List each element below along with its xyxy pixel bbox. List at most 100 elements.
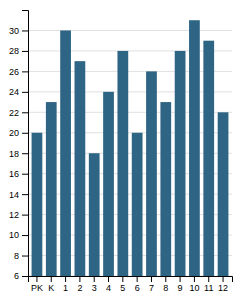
y-tick-label: 8 bbox=[14, 251, 19, 261]
grid-line bbox=[28, 194, 232, 195]
grid-line bbox=[28, 71, 232, 72]
x-tick-mark bbox=[94, 276, 95, 282]
x-tick: 11 bbox=[204, 276, 213, 293]
y-tick-label: 10 bbox=[9, 230, 19, 240]
x-tick: 10 bbox=[189, 276, 199, 293]
y-tick-mark bbox=[22, 153, 28, 154]
x-tick-label: 5 bbox=[120, 283, 125, 293]
x-tick: 6 bbox=[135, 276, 140, 293]
grid-line bbox=[28, 112, 232, 113]
y-tick-mark bbox=[22, 256, 28, 257]
y-tick-mark bbox=[22, 215, 28, 216]
x-tick-mark bbox=[223, 276, 224, 282]
x-tick-label: K bbox=[48, 283, 54, 293]
x-tick-mark bbox=[165, 276, 166, 282]
bars bbox=[32, 20, 229, 276]
y-tick-label: 20 bbox=[9, 128, 19, 138]
plot: PKK1234567891011126810121416182022242628… bbox=[9, 11, 233, 296]
x-tick-label: 1 bbox=[63, 283, 68, 293]
y-tick-mark bbox=[22, 30, 28, 31]
x-tick: 7 bbox=[149, 276, 154, 293]
y-tick-label: 14 bbox=[9, 190, 19, 200]
bar bbox=[146, 71, 157, 276]
x-tick-mark bbox=[137, 276, 138, 282]
y-tick-label: 16 bbox=[9, 169, 19, 179]
y-tick: 8 bbox=[14, 251, 28, 261]
x-tick: K bbox=[48, 276, 54, 293]
y-tick: 30 bbox=[9, 26, 28, 36]
bar bbox=[160, 102, 171, 276]
x-tick-label: 12 bbox=[218, 283, 228, 293]
y-tick-mark bbox=[22, 133, 28, 134]
x-tick-mark bbox=[36, 276, 37, 282]
y-tick-mark bbox=[22, 92, 28, 93]
x-tick: 9 bbox=[178, 276, 183, 293]
y-tick-mark bbox=[22, 194, 28, 195]
bar bbox=[117, 51, 128, 276]
y-tick: 28 bbox=[9, 46, 28, 56]
x-axis: PKK123456789101112 bbox=[29, 276, 233, 293]
x-tick-mark bbox=[151, 276, 152, 282]
bar bbox=[103, 92, 114, 276]
grid-line bbox=[28, 132, 232, 133]
x-tick: PK bbox=[31, 276, 43, 293]
x-axis-line bbox=[29, 277, 233, 283]
y-tick: 10 bbox=[9, 230, 28, 240]
bar bbox=[32, 133, 43, 276]
y-tick: 14 bbox=[9, 190, 28, 200]
x-tick-mark bbox=[208, 276, 209, 282]
y-tick: 18 bbox=[9, 149, 28, 159]
x-tick: 5 bbox=[120, 276, 125, 293]
bar bbox=[218, 112, 229, 276]
grid-line bbox=[28, 255, 232, 256]
x-tick-label: 11 bbox=[204, 283, 213, 293]
x-tick: 8 bbox=[163, 276, 168, 293]
y-tick: 26 bbox=[9, 67, 28, 77]
y-tick-label: 18 bbox=[9, 149, 19, 159]
x-tick-label: PK bbox=[31, 283, 43, 293]
x-tick-label: 2 bbox=[77, 283, 82, 293]
bar bbox=[60, 30, 71, 276]
y-tick: 6 bbox=[14, 271, 28, 281]
x-tick-label: 10 bbox=[189, 283, 199, 293]
y-tick: 22 bbox=[9, 108, 28, 118]
x-tick-mark bbox=[79, 276, 80, 282]
x-tick-label: 6 bbox=[135, 283, 140, 293]
grid-line bbox=[28, 30, 232, 31]
x-tick: 1 bbox=[63, 276, 68, 293]
x-tick-mark bbox=[51, 276, 52, 282]
x-tick-label: 4 bbox=[106, 283, 111, 293]
x-tick-mark bbox=[65, 276, 66, 282]
y-tick-mark bbox=[22, 235, 28, 236]
y-tick-label: 24 bbox=[9, 87, 19, 97]
y-tick-label: 6 bbox=[14, 271, 19, 281]
grid-line bbox=[28, 173, 232, 174]
y-tick-label: 30 bbox=[9, 26, 19, 36]
x-tick-label: 9 bbox=[178, 283, 183, 293]
chart: PKK1234567891011126810121416182022242628… bbox=[0, 0, 240, 296]
y-tick-mark bbox=[22, 71, 28, 72]
grid-line bbox=[28, 91, 232, 92]
y-tick-label: 12 bbox=[9, 210, 19, 220]
grid-line bbox=[28, 235, 232, 236]
y-tick-label: 26 bbox=[9, 67, 19, 77]
x-tick: 3 bbox=[92, 276, 97, 293]
bar bbox=[189, 20, 200, 276]
x-tick-mark bbox=[122, 276, 123, 282]
y-tick: 20 bbox=[9, 128, 28, 138]
bar bbox=[75, 61, 86, 276]
y-tick: 24 bbox=[9, 87, 28, 97]
x-tick: 12 bbox=[218, 276, 228, 293]
y-tick-mark bbox=[22, 276, 28, 277]
y-axis-line bbox=[22, 11, 29, 277]
y-tick: 16 bbox=[9, 169, 28, 179]
x-tick: 4 bbox=[106, 276, 111, 293]
x-tick-mark bbox=[194, 276, 195, 282]
x-tick-label: 3 bbox=[92, 283, 97, 293]
x-tick-label: 7 bbox=[149, 283, 154, 293]
y-tick-label: 28 bbox=[9, 46, 19, 56]
bar bbox=[132, 133, 143, 276]
y-tick-mark bbox=[22, 51, 28, 52]
y-tick-mark bbox=[22, 174, 28, 175]
x-tick-mark bbox=[108, 276, 109, 282]
